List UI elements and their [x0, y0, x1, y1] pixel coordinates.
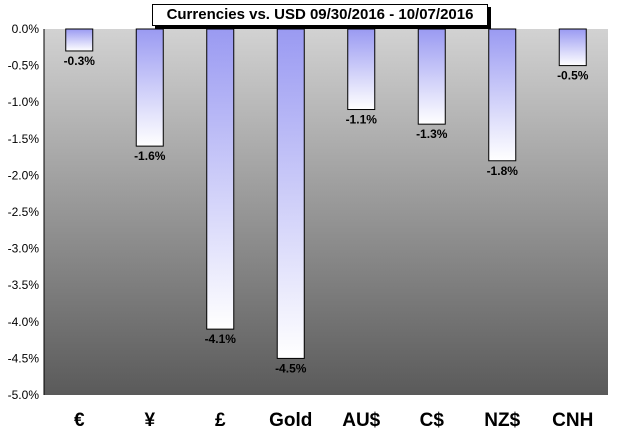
bars [65, 28, 587, 359]
bar [488, 28, 517, 162]
data-labels: -0.3% -1.6% -4.1% -4.5% -1.1% -1.3% -1.8% -0.5% [64, 54, 589, 375]
y-tick-label: -5.0% [8, 388, 40, 402]
data-label: -4.5% [275, 361, 307, 375]
y-axis-ticks: 0.0% -0.5% -1.0% -1.5% -2.0% -2.5% -3.0% -3.5% -… [8, 22, 45, 402]
bar [206, 28, 235, 330]
y-tick-label: -2.5% [8, 205, 40, 219]
x-tick-label: AU$ [342, 410, 380, 431]
y-tick-label: -4.0% [8, 315, 40, 329]
bar [135, 28, 164, 147]
category-labels: € ¥ £ Gold AU$ C$ NZ$ CNH [74, 410, 593, 431]
data-label: -1.6% [134, 149, 166, 163]
bar [65, 28, 94, 52]
x-tick-label: £ [215, 410, 226, 431]
chart-title: Currencies vs. USD 09/30/2016 - 10/07/20… [152, 4, 488, 26]
data-label: -4.1% [205, 332, 237, 346]
x-tick-label: Gold [269, 410, 312, 431]
bar [417, 28, 446, 125]
y-tick-label: -4.5% [8, 351, 40, 365]
y-tick-label: -0.5% [8, 59, 40, 73]
y-tick-label: -3.5% [8, 278, 40, 292]
x-tick-label: C$ [420, 410, 445, 431]
data-label: -1.8% [487, 164, 519, 178]
data-label: -0.3% [64, 54, 96, 68]
data-label: -0.5% [557, 69, 589, 83]
x-tick-label: CNH [552, 410, 593, 431]
y-tick-label: 0.0% [12, 22, 40, 36]
y-tick-label: -1.5% [8, 132, 40, 146]
plot-area [44, 29, 608, 395]
bar [558, 28, 587, 67]
data-label: -1.1% [346, 113, 378, 127]
y-tick-label: -1.0% [8, 95, 40, 109]
bar [276, 28, 305, 359]
x-tick-label: ¥ [144, 410, 155, 431]
y-tick-label: -2.0% [8, 168, 40, 182]
y-tick-label: -3.0% [8, 242, 40, 256]
x-tick-label: NZ$ [484, 410, 520, 431]
x-tick-label: € [74, 410, 85, 431]
data-label: -1.3% [416, 127, 448, 141]
bar [347, 28, 376, 111]
